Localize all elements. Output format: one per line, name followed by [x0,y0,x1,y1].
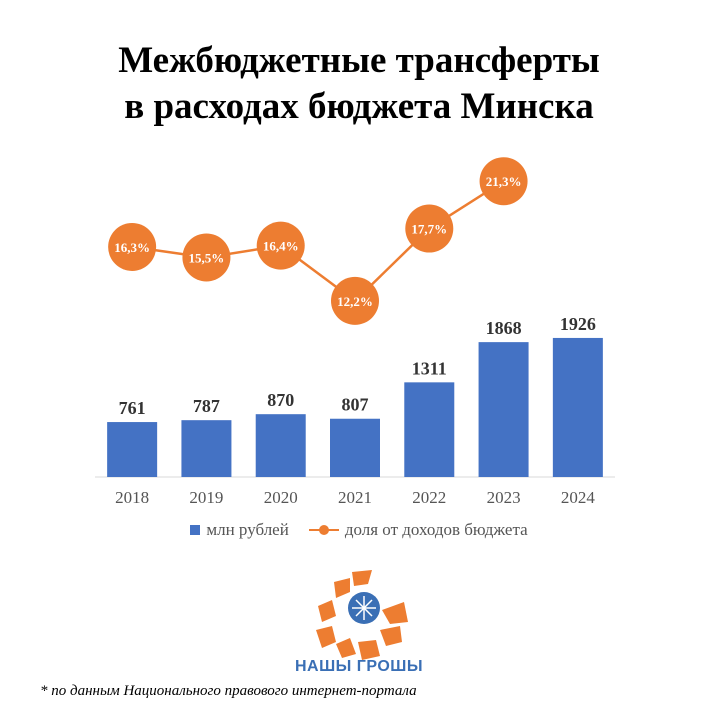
x-tick-label-2024: 2024 [561,488,596,507]
bar-value-label-2022: 1311 [412,358,447,378]
bar-2021 [330,418,380,477]
line-point-2021 [331,276,379,325]
bar-2022 [404,382,455,477]
line-value-label-2020: 16,4% [263,239,299,254]
bar-2023 [478,342,529,477]
line-point-2018 [108,222,157,271]
bar-value-label-2019: 787 [193,396,220,416]
line-value-label-2021: 12,2% [337,294,373,309]
line-value-label-2019: 15,5% [189,250,225,265]
x-tick-label-2022: 2022 [412,488,446,507]
bar-value-label-2021: 807 [342,395,369,415]
x-tick-label-2021: 2021 [338,488,372,507]
title-line-1: Межбюджетные трансферты [118,40,600,81]
line-point-2023 [479,157,528,206]
line-value-label-2022: 17,7% [411,222,447,237]
bar-2019 [181,420,232,477]
line-point-2022 [405,204,454,253]
line-value-label-2023: 21,3% [486,174,522,189]
bar-value-label-2020: 870 [267,390,294,410]
legend-line-label: доля от доходов бюджета [344,520,528,539]
x-tick-label-2018: 2018 [115,488,149,507]
bar-value-label-2018: 761 [119,398,146,418]
legend-item-bars: млн рублей [190,520,289,540]
line-value-label-2018: 16,3% [114,240,150,255]
footnote: * по данным Национального правового инте… [40,683,417,699]
legend-line-swatch [308,524,339,536]
bar-value-label-2023: 1868 [486,318,522,338]
line-point-2019 [182,233,231,282]
title-line-2: в расходах бюджета Минска [124,86,594,127]
legend: млн рублей доля от доходов бюджета [0,518,718,542]
legend-bar-swatch [190,525,201,535]
bar-2020 [255,414,306,477]
legend-bar-label: млн рублей [206,520,289,539]
brand-logo-icon [316,570,408,660]
legend-item-line: доля от доходов бюджета [308,520,528,540]
bar-2018 [107,422,158,477]
bar-2024 [552,337,603,477]
bar-value-label-2024: 1926 [560,314,596,334]
line-point-2020 [256,221,305,270]
x-tick-label-2019: 2019 [189,488,223,507]
combo-chart: 761 2018 787 2019 870 2020 807 2021 1311 2022 1868… [95,157,615,507]
x-tick-label-2020: 2020 [264,488,298,507]
brand-name: НАШЫ ГРОШЫ [294,658,423,675]
x-tick-label-2023: 2023 [487,488,521,507]
chart-title: Межбюджетные трансферты в расходах бюдже… [0,38,718,130]
